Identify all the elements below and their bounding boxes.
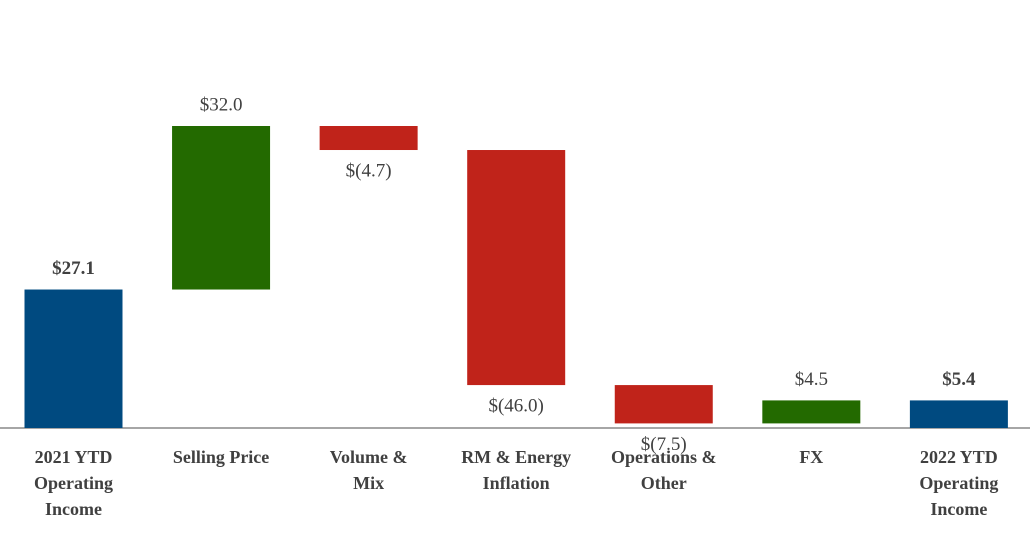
x-tick-label: Selling Price [173,447,269,467]
value-label: $27.1 [52,258,95,279]
x-tick-label: 2022 YTD [920,447,998,467]
bar [762,400,861,424]
x-tick-label: Mix [353,473,384,493]
value-label: $(4.7) [346,160,392,181]
bar [172,126,271,290]
value-label: $(7.5) [641,434,687,455]
value-label: $32.0 [200,94,243,115]
value-label: $5.4 [942,369,976,390]
bar [467,150,566,386]
x-tick-label: Volume & [330,447,408,467]
bar [319,126,418,151]
x-tick-label: Operating [919,473,998,493]
x-tick-label: Inflation [483,473,550,493]
x-tick-label: RM & Energy [461,447,571,467]
bar [24,289,123,428]
x-tick-label: Operating [34,473,113,493]
x-tick-label: Other [641,473,687,493]
x-tick-label: 2021 YTD [35,447,113,467]
x-tick-label: Income [45,499,102,519]
bar [909,400,1008,428]
value-label: $(46.0) [488,395,543,416]
x-tick-label: Income [930,499,987,519]
x-tick-label: FX [799,447,823,467]
bar [614,385,713,424]
x-tick-label: Operations & [611,447,717,467]
value-label: $4.5 [795,369,828,390]
